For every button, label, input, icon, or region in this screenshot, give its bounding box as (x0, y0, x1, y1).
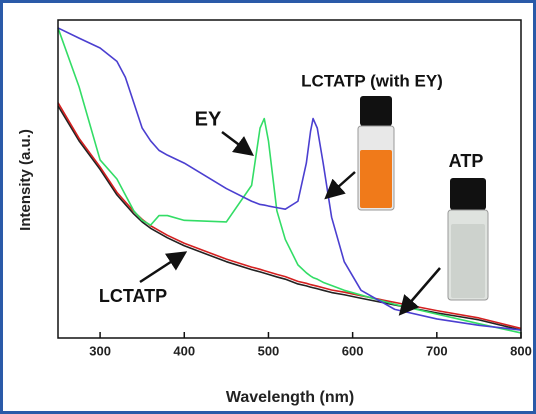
annotation: ATP (449, 151, 484, 171)
annotation: LCTATP (99, 286, 167, 306)
x-tick-label: 400 (173, 343, 195, 358)
line (57, 27, 522, 334)
x-tick-label: 600 (342, 343, 364, 358)
x-tick-label: 700 (426, 343, 448, 358)
arrow (221, 131, 254, 156)
x-axis-label: Wavelength (nm) (226, 389, 354, 406)
axes-box (57, 19, 522, 339)
y-axis-label: Intensity (a.u.) (17, 129, 34, 231)
arrow (398, 267, 441, 316)
x-tick-label: 500 (258, 343, 280, 358)
vial-orange (357, 96, 395, 211)
line (57, 27, 522, 331)
arrow (324, 171, 356, 200)
x-tick-label: 800 (510, 343, 532, 358)
annotation: LCTATP (with EY) (301, 71, 443, 90)
vial-white (447, 178, 489, 301)
x-tick-label: 300 (89, 343, 111, 358)
plot-area (57, 27, 522, 334)
annotation: EY (195, 108, 222, 130)
arrow (139, 251, 188, 284)
line (57, 105, 522, 331)
